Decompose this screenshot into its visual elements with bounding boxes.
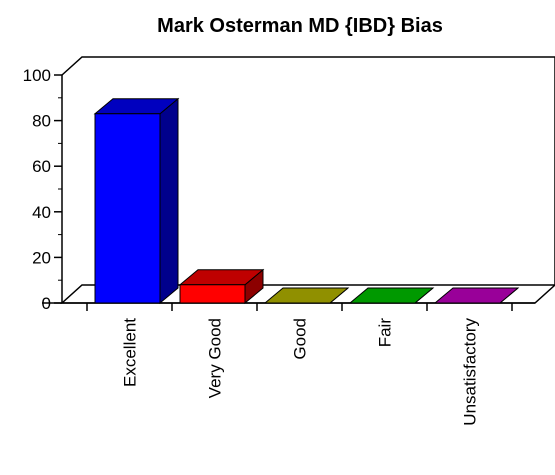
bar-top: [348, 287, 435, 304]
back-wall: [61, 56, 555, 285]
bar-top: [433, 287, 520, 304]
y-tick-label: 80: [32, 112, 51, 131]
y-tick-label: 40: [32, 203, 51, 222]
x-tick-label: Fair: [376, 318, 395, 348]
bar: [94, 113, 161, 304]
bar-side: [159, 97, 179, 305]
x-tick-label: Very Good: [206, 318, 225, 398]
x-tick-label: Unsatisfactory: [461, 318, 480, 426]
x-tick-label: Good: [291, 318, 310, 360]
y-tick-label: 100: [23, 66, 51, 85]
bar-top: [263, 287, 350, 304]
chart-title: Mark Osterman MD {IBD} Bias: [157, 15, 443, 37]
x-tick-label: Excellent: [121, 318, 140, 387]
y-tick-label: 60: [32, 157, 51, 176]
bar: [179, 284, 246, 304]
y-tick-label: 20: [32, 248, 51, 267]
y-tick-label: 0: [42, 294, 51, 313]
